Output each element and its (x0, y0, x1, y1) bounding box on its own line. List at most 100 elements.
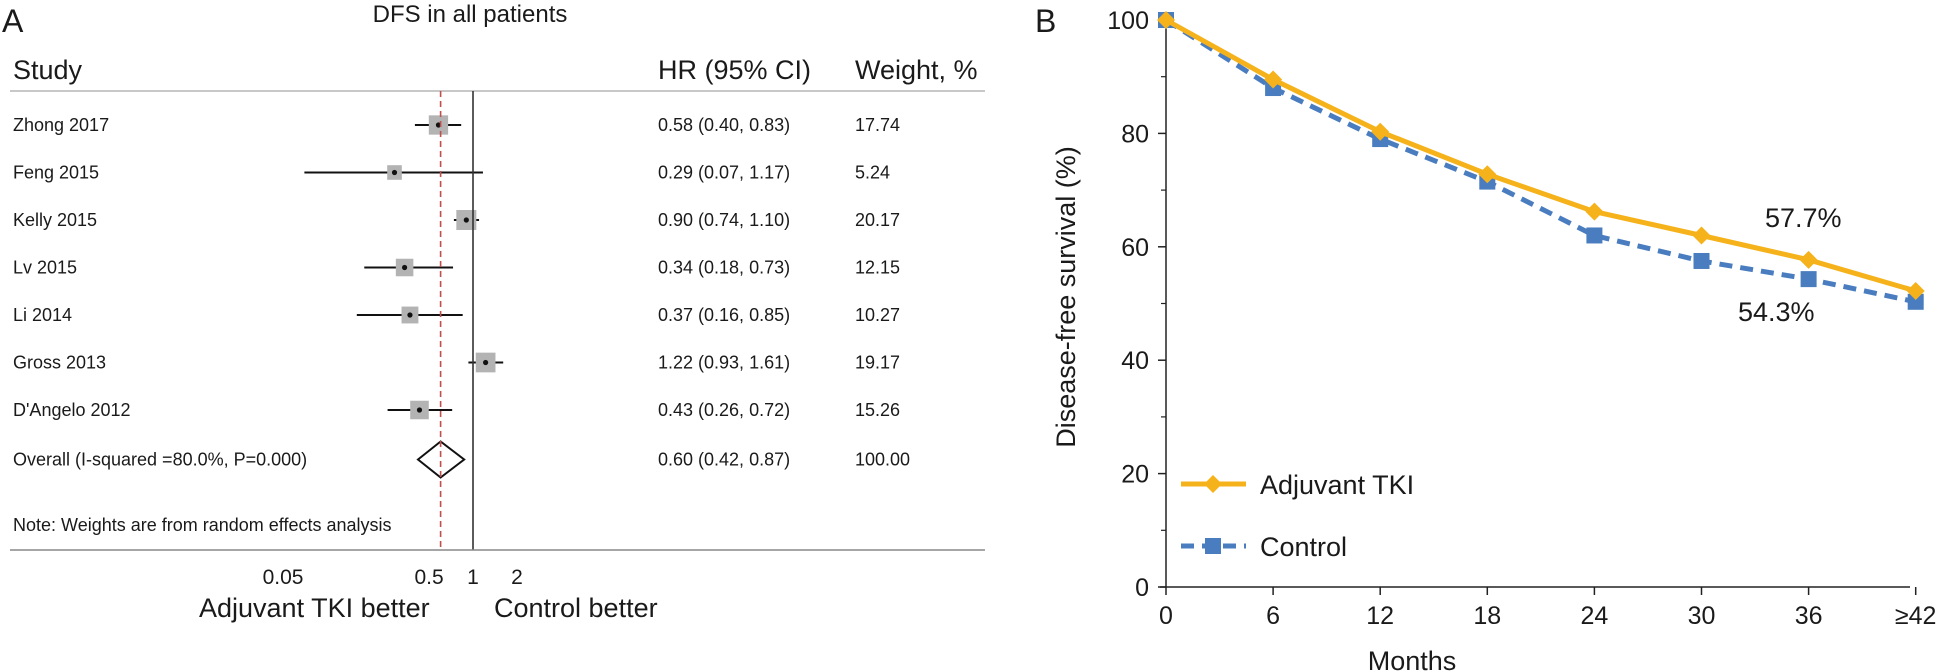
x-tick-label: 6 (1266, 602, 1280, 630)
y-tick-label: 100 (1107, 7, 1149, 35)
note-text: Note: Weights are from random effects an… (13, 515, 392, 535)
forest-tick-label: 1 (467, 566, 479, 589)
y-tick-label: 80 (1121, 120, 1149, 148)
point-estimate (416, 407, 423, 413)
legend-label: Adjuvant TKI (1260, 470, 1414, 500)
forest-row: Feng 2015 0.29 (0.07, 1.17) 5.24 (13, 163, 890, 183)
weight-text: 5.24 (855, 163, 890, 183)
overall-weight-text: 100.00 (855, 450, 910, 470)
y-axis-ticks: 0 20 40 60 80 100 (1107, 7, 1166, 602)
data-point (1907, 293, 1924, 310)
data-point (1371, 122, 1390, 141)
x-axis-ticks: 0 6 12 18 24 30 36 ≥42 (1159, 587, 1936, 630)
forest-row: D'Angelo 2012 0.43 (0.26, 0.72) 15.26 (13, 400, 900, 420)
overall-row: Overall (I-squared =80.0%, P=0.000) 0.60 … (13, 440, 910, 479)
column-header-weight: Weight, % (855, 55, 978, 85)
data-point (1585, 202, 1604, 221)
forest-title: DFS in all patients (373, 1, 568, 28)
study-name: Lv 2015 (13, 258, 77, 278)
forest-row: Gross 2013 1.22 (0.93, 1.61) 19.17 (13, 353, 900, 373)
legend-item: Control (1181, 532, 1347, 562)
x-tick-label: 30 (1688, 602, 1716, 630)
legend-label: Control (1260, 532, 1347, 562)
data-point (1799, 250, 1818, 269)
series-line (1164, 17, 1917, 305)
annotation-adjuvant-tki: 57.7% (1765, 203, 1842, 233)
weight-text: 10.27 (855, 305, 900, 325)
y-axis-title: Disease-free survival (%) (1051, 146, 1081, 448)
x-tick-label: 12 (1366, 602, 1394, 630)
point-estimate (407, 312, 413, 318)
forest-row: Lv 2015 0.34 (0.18, 0.73) 12.15 (13, 258, 900, 278)
legend: Adjuvant TKI Control (1181, 470, 1414, 562)
study-name: Feng 2015 (13, 163, 99, 183)
y-tick-label: 60 (1121, 234, 1149, 262)
data-point (1800, 271, 1817, 288)
data-point (1692, 226, 1711, 245)
panel-a-label: A (2, 3, 24, 39)
data-point (1264, 70, 1283, 89)
left-favours-label: Adjuvant TKI better (199, 593, 430, 623)
panel-b-label: B (1035, 3, 1056, 39)
weight-text: 15.26 (855, 400, 900, 420)
study-name: Zhong 2017 (13, 115, 109, 135)
overall-name: Overall (I-squared =80.0%, P=0.000) (13, 450, 307, 470)
legend-marker (1205, 538, 1221, 554)
forest-tick-label: 0.5 (414, 566, 443, 589)
data-point (1906, 282, 1925, 301)
series-layer (1157, 11, 1925, 310)
y-tick-label: 40 (1121, 347, 1149, 375)
forest-rows: Zhong 2017 0.58 (0.40, 0.83) 17.74 Feng 201… (13, 115, 910, 479)
point-estimate (483, 359, 489, 366)
forest-tick-label: 2 (511, 566, 523, 589)
weight-text: 20.17 (855, 210, 900, 230)
panel-b: B Disease-free survival (%) Months 0 20 40… (1035, 3, 1936, 672)
point-estimate (435, 122, 442, 128)
x-tick-label: 24 (1580, 602, 1608, 630)
weight-text: 12.15 (855, 258, 900, 278)
forest-x-ticks: 0.05 0.5 1 2 (263, 566, 523, 589)
hr-ci-text: 0.37 (0.16, 0.85) (658, 305, 790, 325)
overall-hr-text: 0.60 (0.42, 0.87) (658, 450, 790, 470)
overall-diamond (416, 440, 466, 479)
data-point (1478, 165, 1497, 184)
x-tick-label: 18 (1473, 602, 1501, 630)
y-tick-label: 20 (1121, 461, 1149, 489)
data-point (1586, 227, 1603, 244)
x-tick-label: 36 (1795, 602, 1823, 630)
hr-ci-text: 0.58 (0.40, 0.83) (658, 115, 790, 135)
x-tick-label: ≥42 (1895, 602, 1937, 630)
series-adjuvant-tki (1157, 11, 1925, 301)
forest-row: Zhong 2017 0.58 (0.40, 0.83) 17.74 (13, 115, 900, 135)
weight-text: 17.74 (855, 115, 900, 135)
forest-row: Kelly 2015 0.90 (0.74, 1.10) 20.17 (13, 210, 900, 230)
hr-ci-text: 0.29 (0.07, 1.17) (658, 163, 790, 183)
point-estimate (391, 169, 398, 176)
forest-row: Li 2014 0.37 (0.16, 0.85) 10.27 (13, 305, 900, 325)
panel-a: A DFS in all patients Study HR (95% CI) … (2, 1, 985, 623)
study-name: D'Angelo 2012 (13, 400, 131, 420)
point-estimate (463, 217, 469, 223)
weight-text: 19.17 (855, 353, 900, 373)
series-line (1164, 17, 1917, 294)
hr-ci-text: 1.22 (0.93, 1.61) (658, 353, 790, 373)
hr-ci-text: 0.34 (0.18, 0.73) (658, 258, 790, 278)
data-point (1693, 252, 1710, 269)
data-point (1157, 11, 1175, 29)
study-name: Gross 2013 (13, 353, 106, 373)
hr-ci-text: 0.90 (0.74, 1.10) (658, 210, 790, 230)
legend-marker (1204, 475, 1222, 493)
annotation-control: 54.3% (1738, 297, 1815, 327)
study-name: Li 2014 (13, 305, 72, 325)
x-tick-label: 0 (1159, 602, 1173, 630)
x-axis-title: Months (1368, 646, 1457, 672)
column-header-study: Study (13, 55, 83, 85)
right-favours-label: Control better (494, 593, 658, 623)
y-tick-label: 0 (1135, 574, 1149, 602)
point-estimate (401, 264, 408, 271)
hr-ci-text: 0.43 (0.26, 0.72) (658, 400, 790, 420)
study-name: Kelly 2015 (13, 210, 97, 230)
forest-tick-label: 0.05 (263, 566, 304, 589)
legend-item: Adjuvant TKI (1181, 470, 1414, 500)
